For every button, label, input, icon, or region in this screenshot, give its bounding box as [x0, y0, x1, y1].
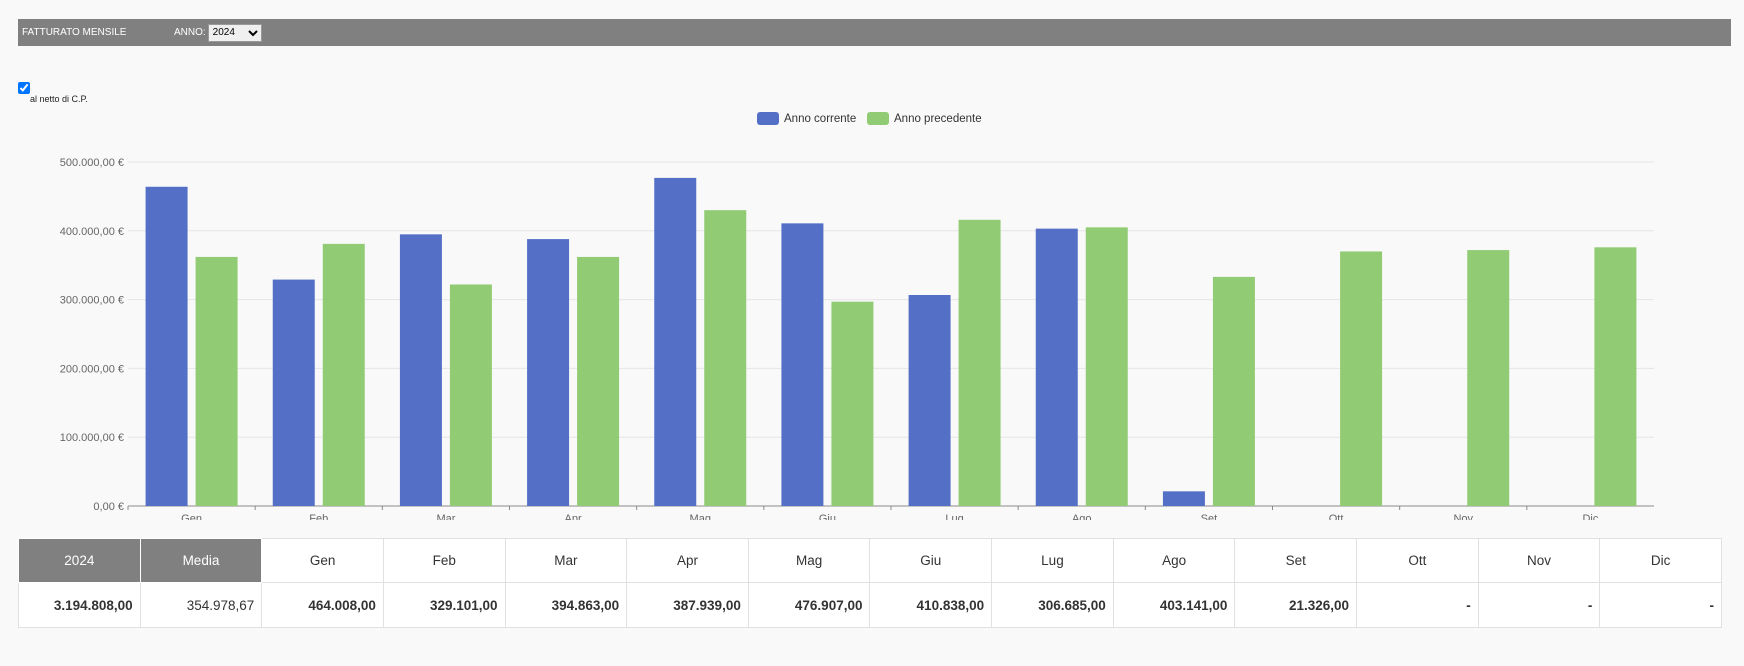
x-tick-label: Ago: [1072, 513, 1092, 520]
month-header: Mar: [504, 538, 628, 583]
x-tick-label: Gen: [181, 513, 202, 520]
x-tick-label: Dic: [1582, 513, 1598, 520]
x-tick-label: Giu: [819, 513, 836, 520]
month-header: Lug: [991, 538, 1114, 583]
revenue-chart: 0,00 € 100.000,00 € 200.000,00 € 300.000,00…: [60, 112, 1654, 520]
bar-current-year: [527, 239, 570, 506]
netto-option: al netto di C.P.: [18, 82, 88, 104]
bar-current-year: [272, 279, 315, 506]
bar-current-year: [908, 295, 951, 506]
bar-previous-year: [1594, 247, 1637, 506]
x-tick-label: Mar: [436, 513, 455, 520]
y-tick-label: 500.000,00 €: [60, 157, 124, 169]
month-value-cell: 410.838,00: [869, 582, 993, 628]
x-tick-label: Set: [1201, 513, 1218, 520]
month-value-cell: 387.939,00: [626, 582, 749, 628]
month-header: Dic: [1599, 538, 1722, 583]
y-tick-label: 200.000,00 €: [60, 363, 124, 375]
legend-label: Anno corrente: [784, 113, 856, 125]
bar-previous-year: [577, 256, 620, 506]
legend-swatch: [757, 112, 779, 125]
x-tick-label: Feb: [309, 513, 328, 520]
year-select[interactable]: 2024: [207, 23, 262, 42]
netto-checkbox[interactable]: [18, 82, 30, 94]
month-header: Set: [1234, 538, 1358, 583]
bar-current-year: [1035, 228, 1078, 507]
summary-table: 2024 Media Gen Feb Mar Apr Mag Giu Lug Ago Set Ot…: [18, 538, 1722, 628]
month-header: Apr: [626, 538, 749, 583]
bar-previous-year: [958, 219, 1001, 506]
bar-current-year: [399, 234, 442, 506]
bar-current-year: [1162, 491, 1205, 506]
bar-previous-year: [704, 210, 747, 506]
month-header: Nov: [1477, 538, 1601, 583]
bar-previous-year: [1340, 251, 1383, 506]
y-tick-label: 300.000,00 €: [60, 295, 124, 307]
x-tick-label: Lug: [945, 513, 963, 520]
x-tick-label: Ott: [1329, 513, 1344, 520]
year-label: ANNO:: [174, 27, 206, 38]
month-header: Giu: [869, 538, 993, 583]
month-value-cell: 403.141,00: [1112, 582, 1236, 628]
bar-previous-year: [195, 256, 238, 506]
bar-previous-year: [449, 284, 492, 506]
bar-previous-year: [831, 301, 874, 506]
x-tick-label: Apr: [565, 513, 582, 520]
x-tick-label: Mag: [690, 513, 711, 520]
month-value-cell: 476.907,00: [747, 582, 871, 628]
average-header: Media: [139, 538, 263, 583]
month-header: Mag: [747, 538, 871, 583]
month-value-cell: -: [1599, 582, 1722, 628]
legend-swatch: [867, 112, 889, 125]
month-value-cell: 21.326,00: [1234, 582, 1358, 628]
bar-current-year: [145, 186, 188, 506]
summary-header-row: 2024 Media Gen Feb Mar Apr Mag Giu Lug Ago Set Ot…: [18, 538, 1722, 583]
y-tick-label: 100.000,00 €: [60, 432, 124, 444]
month-value-cell: -: [1477, 582, 1601, 628]
toolbar: FATTURATO MENSILE ANNO: 2024: [18, 19, 1731, 46]
y-tick-label: 0,00 €: [93, 501, 124, 513]
x-tick-label: Nov: [1453, 513, 1473, 520]
y-tick-label: 400.000,00 €: [60, 226, 124, 238]
month-value-cell: 306.685,00: [991, 582, 1114, 628]
bar-previous-year: [1212, 276, 1255, 506]
netto-label: al netto di C.P.: [30, 94, 88, 104]
summary-values-row: 3.194.808,00 354.978,67 464.008,00 329.10…: [18, 582, 1722, 628]
month-header: Ago: [1112, 538, 1236, 583]
page-title: FATTURATO MENSILE: [22, 27, 127, 38]
legend-label: Anno precedente: [894, 113, 982, 125]
bar-previous-year: [322, 243, 365, 506]
month-value-cell: 394.863,00: [504, 582, 628, 628]
month-header: Ott: [1356, 538, 1479, 583]
month-header: Feb: [382, 538, 506, 583]
month-value-cell: 329.101,00: [382, 582, 506, 628]
average-cell: 354.978,67: [139, 582, 263, 628]
month-header: Gen: [261, 538, 384, 583]
bar-previous-year: [1085, 227, 1128, 507]
bar-current-year: [781, 223, 824, 506]
bar-current-year: [654, 177, 697, 506]
year-header: 2024: [18, 538, 141, 583]
total-cell: 3.194.808,00: [18, 582, 141, 628]
month-value-cell: -: [1356, 582, 1479, 628]
bar-previous-year: [1467, 250, 1510, 506]
month-value-cell: 464.008,00: [261, 582, 384, 628]
